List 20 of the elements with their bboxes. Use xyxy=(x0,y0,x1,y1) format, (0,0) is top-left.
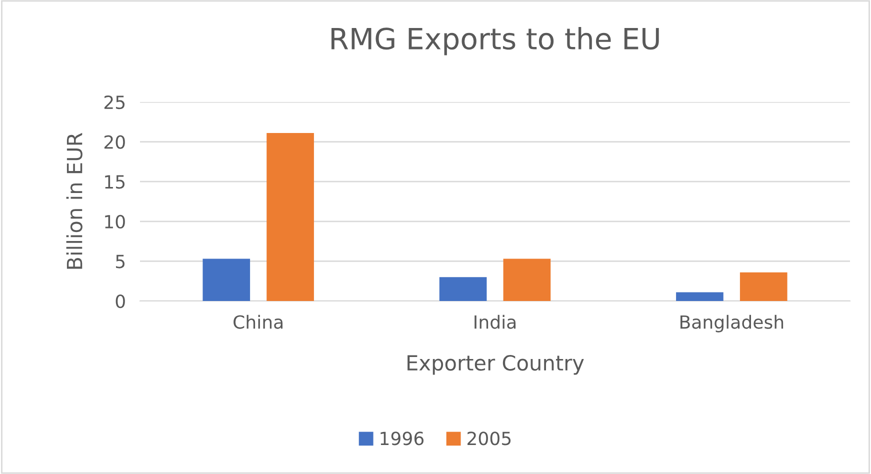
bar xyxy=(266,133,314,301)
y-tick-label: 10 xyxy=(105,214,125,229)
y-axis-title: Billion in EUR xyxy=(66,132,82,269)
y-tick-label: 25 xyxy=(104,95,125,110)
y-tick-label: 15 xyxy=(105,175,125,189)
bar xyxy=(503,258,551,301)
x-axis-title: Exporter Country xyxy=(408,354,584,375)
y-tick-label: 20 xyxy=(104,135,125,149)
bar xyxy=(740,272,788,301)
bar xyxy=(439,277,487,301)
legend-label: 2005 xyxy=(468,432,511,446)
x-tick-label: Bangladesh xyxy=(680,314,784,332)
x-tick-label: India xyxy=(474,314,516,329)
chart-title: RMG Exports to the EU xyxy=(332,27,659,56)
bar xyxy=(202,258,250,301)
bar xyxy=(676,292,724,301)
y-tick-label: 0 xyxy=(116,294,125,308)
x-tick-label: China xyxy=(234,314,282,329)
y-tick-label: 5 xyxy=(116,254,125,268)
legend-label: 1996 xyxy=(380,432,424,446)
